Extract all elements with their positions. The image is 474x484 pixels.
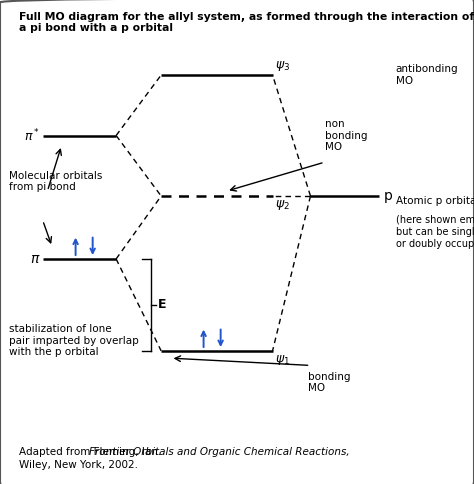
Text: Full MO diagram for the allyl system, as formed through the interaction of: Full MO diagram for the allyl system, as…: [19, 12, 474, 22]
Text: $\pi^*$: $\pi^*$: [24, 127, 40, 144]
Text: a pi bond with a p orbital: a pi bond with a p orbital: [19, 23, 173, 33]
Text: $\psi_1$: $\psi_1$: [275, 353, 290, 367]
Text: Molecular orbitals
from pi bond: Molecular orbitals from pi bond: [9, 171, 103, 192]
Text: $\pi$: $\pi$: [30, 252, 40, 266]
Text: $\psi_3$: $\psi_3$: [275, 59, 290, 73]
Text: stabilization of lone
pair imparted by overlap
with the p orbital: stabilization of lone pair imparted by o…: [9, 324, 139, 358]
Text: Wiley, New York, 2002.: Wiley, New York, 2002.: [19, 460, 138, 470]
Text: non
bonding
MO: non bonding MO: [325, 119, 367, 152]
Text: antibonding
MO: antibonding MO: [396, 64, 458, 86]
Text: E: E: [158, 299, 167, 311]
Text: p: p: [384, 189, 393, 203]
Text: Atomic p orbital: Atomic p orbital: [396, 196, 474, 206]
Text: bonding
MO: bonding MO: [308, 372, 351, 393]
Text: Frontier Orbitals and Organic Chemical Reactions,: Frontier Orbitals and Organic Chemical R…: [89, 447, 349, 457]
Text: (here shown empty,
but can be singly
or doubly occupied): (here shown empty, but can be singly or …: [396, 215, 474, 249]
Text: Adapted from Fleming, Ian.: Adapted from Fleming, Ian.: [19, 447, 164, 457]
Text: $\psi_2$: $\psi_2$: [275, 198, 290, 212]
